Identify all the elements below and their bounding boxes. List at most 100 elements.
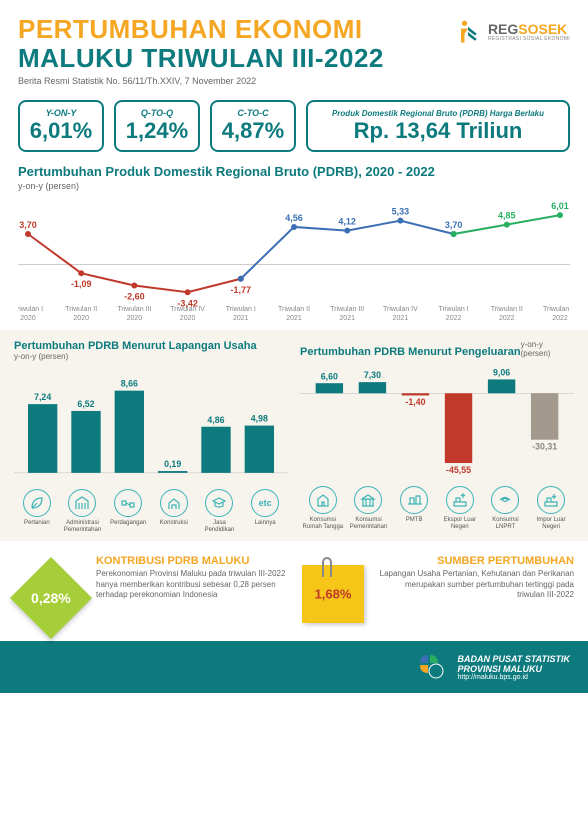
svg-text:Triwulan III: Triwulan III — [330, 306, 364, 313]
svg-text:3,70: 3,70 — [445, 220, 463, 230]
trade-icon — [114, 489, 142, 517]
category-icon-cell: Impor Luar Negeri — [529, 486, 573, 530]
bars-left-sub: y-on-y (persen) — [14, 352, 257, 361]
stat-label: C-TO-C — [212, 108, 294, 118]
import-icon — [537, 486, 565, 514]
footer-org1: BADAN PUSAT STATISTIK — [458, 654, 571, 664]
bars-left-panel: Pertumbuhan PDRB Menurut Lapangan Usaha … — [10, 340, 292, 533]
stat-label: Produk Domestik Regional Bruto (PDRB) Ha… — [308, 109, 568, 118]
category-label: Impor Luar Negeri — [529, 517, 573, 530]
line-chart-title: Pertumbuhan Produk Domestik Regional Bru… — [18, 164, 570, 179]
category-label: Konsumsi Rumah Tangga — [301, 517, 345, 530]
category-icon-cell: Pertanian — [15, 489, 59, 533]
bar-charts-section: Pertumbuhan PDRB Menurut Lapangan Usaha … — [0, 330, 588, 541]
svg-text:2021: 2021 — [339, 315, 355, 322]
svg-text:4,56: 4,56 — [285, 213, 303, 223]
category-label: PMTB — [406, 517, 423, 524]
lnprt-icon — [491, 486, 519, 514]
icons-left-row: PertanianAdministrasi PemerintahanPerdag… — [14, 489, 288, 533]
svg-text:Triwulan IV: Triwulan IV — [170, 306, 205, 313]
category-icon-cell: Konsumsi Rumah Tangga — [301, 486, 345, 530]
svg-text:7,24: 7,24 — [34, 392, 51, 402]
stat-label: Y-ON-Y — [20, 108, 102, 118]
svg-text:4,85: 4,85 — [498, 211, 516, 221]
footer: BADAN PUSAT STATISTIK PROVINSI MALUKU ht… — [0, 641, 588, 693]
category-icon-cell: Jasa Pendidikan — [197, 489, 241, 533]
svg-text:2020: 2020 — [73, 315, 89, 322]
svg-text:Triwulan I: Triwulan I — [439, 306, 469, 313]
category-icon-cell: PMTB — [392, 486, 436, 530]
bps-logo-icon — [416, 651, 448, 683]
pmtb-icon — [400, 486, 428, 514]
category-label: Konstruksi — [160, 520, 188, 527]
svg-text:2022: 2022 — [552, 315, 568, 322]
svg-text:Triwulan III: Triwulan III — [117, 306, 151, 313]
stat-label: Q-TO-Q — [116, 108, 198, 118]
stat-value: 1,24% — [116, 118, 198, 144]
line-chart-sub: y-on-y (persen) — [18, 181, 570, 191]
svg-text:2020: 2020 — [180, 315, 196, 322]
household-icon — [309, 486, 337, 514]
category-label: Ekspor Luar Negeri — [438, 517, 482, 530]
stat-qtoq: Q-TO-Q 1,24% — [114, 100, 200, 152]
svg-text:Triwulan III: Triwulan III — [543, 306, 570, 313]
svg-text:-30,31: -30,31 — [532, 441, 557, 451]
regsosek-logo: REGSOSEK REGISTRASI SOSIAL EKONOMI — [454, 18, 570, 46]
svg-text:4,86: 4,86 — [207, 415, 224, 425]
svg-text:2022: 2022 — [446, 315, 462, 322]
category-icon-cell: Konstruksi — [152, 489, 196, 533]
line-chart: 3,70-1,09-2,60-3,42-1,774,564,125,333,70… — [18, 195, 570, 325]
sumber-title: SUMBER PERTUMBUHAN — [376, 555, 574, 567]
bars-left-title: Pertumbuhan PDRB Menurut Lapangan Usaha — [14, 340, 257, 352]
svg-text:2021: 2021 — [393, 315, 409, 322]
svg-text:5,33: 5,33 — [392, 207, 410, 217]
svg-text:2021: 2021 — [286, 315, 302, 322]
svg-text:-1,09: -1,09 — [71, 279, 92, 289]
building-icon — [68, 489, 96, 517]
sticky-value: 1,68% — [315, 587, 352, 602]
svg-text:-1,77: -1,77 — [231, 285, 252, 295]
svg-text:-45,55: -45,55 — [446, 465, 471, 475]
footer-url: http://maluku.bps.go.id — [458, 674, 571, 681]
sumber-body: Lapangan Usaha Pertanian, Kehutanan dan … — [376, 569, 574, 600]
stat-yoy: Y-ON-Y 6,01% — [18, 100, 104, 152]
svg-text:6,60: 6,60 — [321, 371, 338, 381]
svg-text:Triwulan II: Triwulan II — [278, 306, 310, 313]
category-label: Jasa Pendidikan — [197, 520, 241, 533]
svg-text:2021: 2021 — [233, 315, 249, 322]
category-icon-cell: Konsumsi Pemerintahan — [346, 486, 390, 530]
subtitle: Berita Resmi Statistik No. 56/11/Th.XXIV… — [18, 76, 570, 86]
kontribusi-card: 0,28% KONTRIBUSI PDRB MALUKU Perekonomia… — [14, 555, 290, 627]
svg-text:Triwulan I: Triwulan I — [18, 306, 43, 313]
stat-row: Y-ON-Y 6,01% Q-TO-Q 1,24% C-TO-C 4,87% P… — [0, 92, 588, 164]
svg-text:-2,60: -2,60 — [124, 292, 145, 302]
category-label: Konsumsi Pemerintahan — [346, 517, 390, 530]
stat-ctoc: C-TO-C 4,87% — [210, 100, 296, 152]
education-icon — [205, 489, 233, 517]
category-label: Administrasi Pemerintahan — [60, 520, 104, 533]
svg-text:-1,40: -1,40 — [405, 397, 425, 407]
svg-text:Triwulan IV: Triwulan IV — [383, 306, 418, 313]
svg-text:Triwulan I: Triwulan I — [226, 306, 256, 313]
regsosek-icon — [454, 18, 482, 46]
bars-right-panel: Pertumbuhan PDRB Menurut Pengeluaran y-o… — [296, 340, 578, 533]
stat-value: Rp. 13,64 Triliun — [308, 118, 568, 144]
category-label: Pertanian — [24, 520, 50, 527]
gov-icon — [354, 486, 382, 514]
bars-right-sub: y-on-y (persen) — [521, 340, 574, 358]
paperclip-icon — [322, 557, 332, 577]
svg-text:2020: 2020 — [20, 315, 36, 322]
svg-text:0,19: 0,19 — [164, 459, 181, 469]
icons-right-row: Konsumsi Rumah TanggaKonsumsi Pemerintah… — [300, 486, 574, 530]
svg-text:3,70: 3,70 — [19, 220, 37, 230]
category-label: Lainnya — [255, 520, 276, 527]
svg-text:2022: 2022 — [499, 315, 515, 322]
title-line2: MALUKU TRIWULAN III-2022 — [18, 43, 570, 74]
category-label: Konsumsi LNPRT — [483, 517, 527, 530]
stat-value: 6,01% — [20, 118, 102, 144]
svg-text:4,12: 4,12 — [338, 217, 356, 227]
svg-text:Triwulan II: Triwulan II — [65, 306, 97, 313]
category-icon-cell: Ekspor Luar Negeri — [438, 486, 482, 530]
svg-text:6,52: 6,52 — [77, 399, 94, 409]
sticky-badge: 1,68% — [302, 565, 364, 623]
